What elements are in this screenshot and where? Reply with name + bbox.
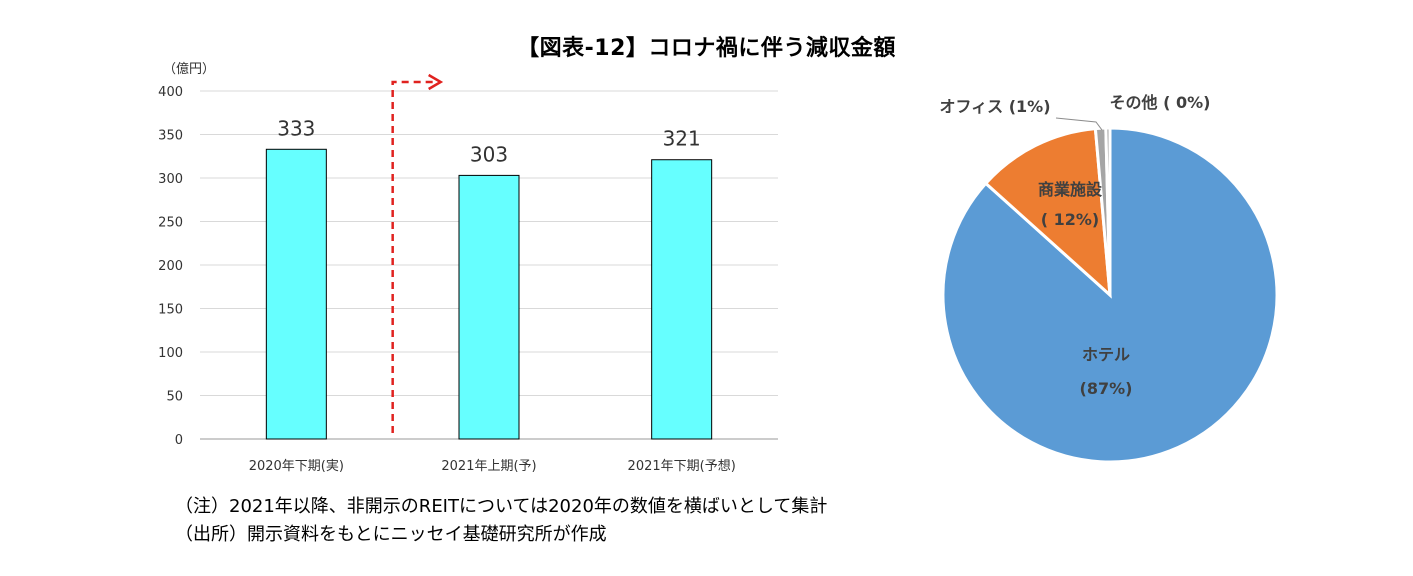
x-category-label: 2021年上期(予) [441,459,536,474]
y-tick-label: 350 [158,129,183,144]
y-tick-label: 100 [158,346,183,361]
pie-labels: ホテル (87%) 商業施設 ( 12%) オフィス (1%) その他 ( 0%) [939,93,1210,398]
y-tick-label: 150 [158,303,183,318]
pie-slice [983,127,1112,299]
pie-slice-percent: ( 12%) [1041,210,1100,229]
pie-slice-name: ホテル [1082,345,1130,364]
pie-slice-percent: (1%) [1003,97,1050,116]
x-category-label: 2020年下期(実) [249,458,344,474]
bars [265,148,713,440]
bar-data-label: 303 [470,142,508,166]
note-text: （注）2021年以降、非開示のREITについては2020年の数値を横ばいとして集… [175,496,828,517]
y-tick-label: 250 [158,216,183,231]
leader-line [1055,117,1103,131]
y-tick-label: 200 [158,259,183,274]
pie-slice-name: 商業施設 [1038,180,1103,199]
x-category-labels: 2020年下期(実) 2021年上期(予) 2021年下期(予想) [249,458,736,474]
pie-slice-name: その他 [1110,93,1158,112]
pie-slice [1104,126,1112,296]
pie-slice-name: オフィス [939,97,1003,116]
bar-data-labels: 333 303 321 [277,116,701,166]
y-tick-label: 400 [158,85,183,100]
bar [651,159,713,440]
pie-slice-percent: (87%) [1080,379,1133,398]
bar-data-label: 333 [277,116,315,140]
x-category-label: 2021年下期(予想) [628,458,736,474]
y-tick-labels: 0 50 100 150 200 250 300 350 400 [158,85,183,448]
y-tick-label: 300 [158,172,183,187]
arrow-head [428,73,444,91]
dashed-arrow-annotation [391,73,444,433]
bar-data-label: 321 [663,127,701,151]
chart-title: 【図表-12】コロナ禍に伴う減収金額 [517,36,896,61]
pie-slices [941,126,1279,464]
y-axis-label: （億円） [163,61,215,77]
pie-slice-percent: ( 0%) [1158,93,1211,112]
pie-slice-label: その他 ( 0%) [1110,93,1211,112]
pie-slice-label: オフィス (1%) [939,97,1050,116]
bar [458,174,520,440]
source-text: （出所）開示資料をもとにニッセイ基礎研究所が作成 [175,524,607,545]
bar [265,148,327,440]
y-tick-label: 50 [166,390,183,405]
y-tick-label: 0 [175,433,183,448]
arrow-line [391,80,435,433]
